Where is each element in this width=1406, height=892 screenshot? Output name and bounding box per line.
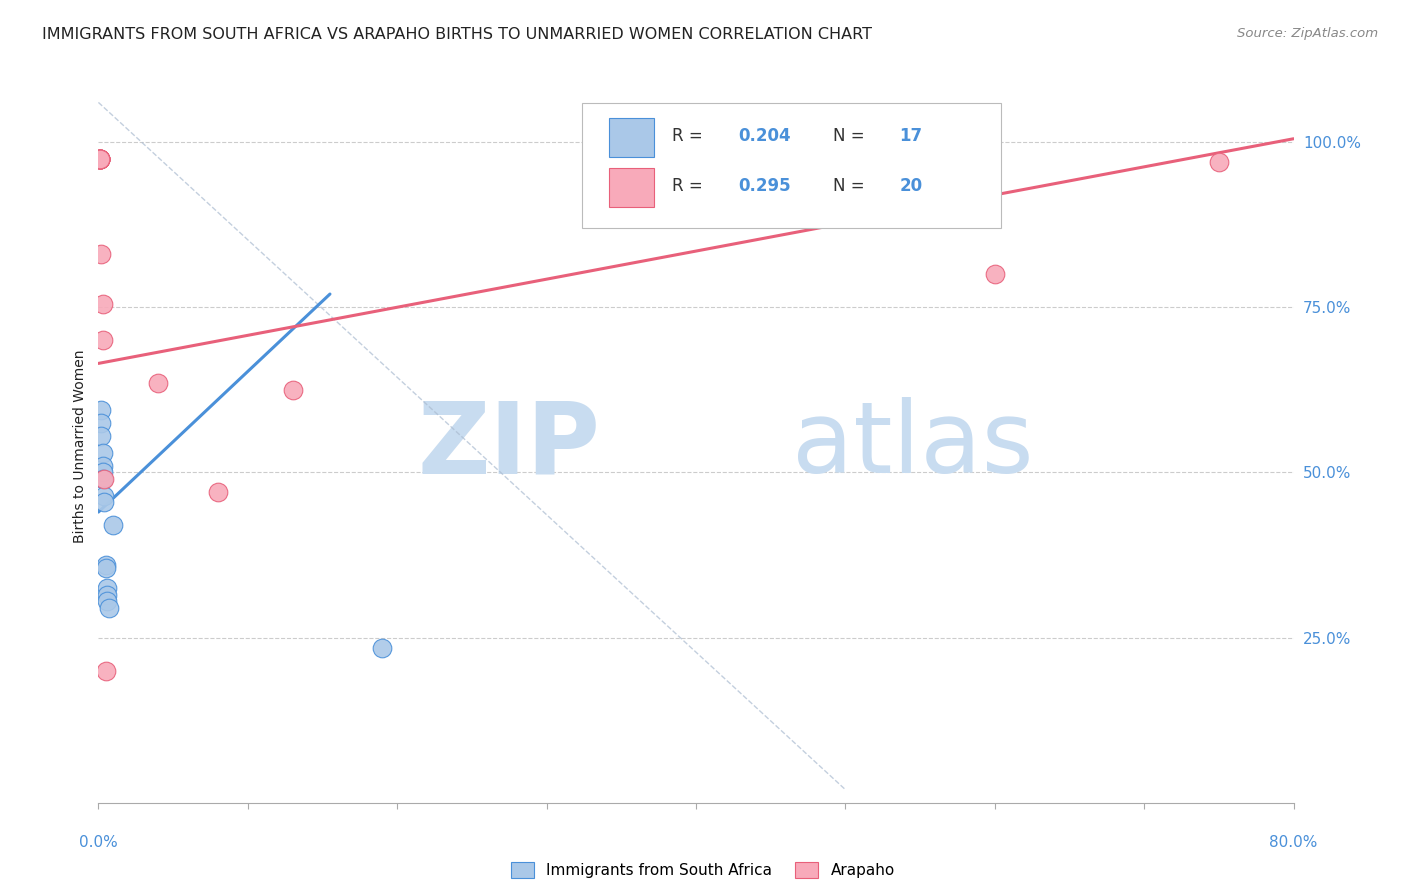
Point xyxy=(96,594,118,608)
Text: 0.0%: 0.0% xyxy=(79,836,118,850)
Point xyxy=(94,664,117,678)
Text: IMMIGRANTS FROM SOUTH AFRICA VS ARAPAHO BIRTHS TO UNMARRIED WOMEN CORRELATION CH: IMMIGRANTS FROM SOUTH AFRICA VS ARAPAHO … xyxy=(42,27,872,42)
Point xyxy=(103,518,125,533)
Text: Source: ZipAtlas.com: Source: ZipAtlas.com xyxy=(1237,27,1378,40)
Point xyxy=(1208,154,1230,169)
Text: R =: R = xyxy=(672,127,709,145)
Point xyxy=(93,472,115,486)
Point xyxy=(371,640,394,655)
Point xyxy=(89,152,111,166)
Point xyxy=(93,489,115,503)
Point xyxy=(94,561,117,575)
Text: 0.295: 0.295 xyxy=(738,177,790,194)
Point xyxy=(94,558,117,572)
Point xyxy=(984,267,1007,281)
Text: 80.0%: 80.0% xyxy=(1270,836,1317,850)
Point xyxy=(91,466,114,480)
Legend: Immigrants from South Africa, Arapaho: Immigrants from South Africa, Arapaho xyxy=(505,856,901,884)
Point xyxy=(89,152,111,166)
Point xyxy=(89,152,111,166)
Point xyxy=(97,600,120,615)
Point xyxy=(93,495,115,509)
Point xyxy=(89,152,111,166)
Point xyxy=(90,416,112,430)
Text: 20: 20 xyxy=(900,177,922,194)
Point xyxy=(89,152,111,166)
Text: 17: 17 xyxy=(900,127,922,145)
Point xyxy=(90,429,112,443)
Text: R =: R = xyxy=(672,177,709,194)
Point xyxy=(90,402,112,417)
FancyBboxPatch shape xyxy=(582,103,1001,228)
Point xyxy=(207,485,229,500)
Point xyxy=(148,376,170,391)
Point xyxy=(90,247,112,261)
Y-axis label: Births to Unmarried Women: Births to Unmarried Women xyxy=(73,350,87,542)
Point xyxy=(89,152,111,166)
Text: 0.204: 0.204 xyxy=(738,127,790,145)
Point xyxy=(89,152,111,166)
Point xyxy=(89,152,111,166)
Text: ZIP: ZIP xyxy=(418,398,600,494)
Point xyxy=(91,458,114,473)
Point xyxy=(89,152,111,166)
Point xyxy=(96,588,118,602)
Bar xyxy=(609,168,654,207)
Point xyxy=(91,297,114,311)
Point xyxy=(91,333,114,347)
Point xyxy=(91,472,114,486)
Point xyxy=(91,445,114,459)
Bar xyxy=(609,118,654,157)
Text: atlas: atlas xyxy=(792,398,1033,494)
Point xyxy=(281,383,304,397)
Point xyxy=(96,581,118,595)
Text: N =: N = xyxy=(834,127,870,145)
Point xyxy=(89,152,111,166)
Text: N =: N = xyxy=(834,177,870,194)
